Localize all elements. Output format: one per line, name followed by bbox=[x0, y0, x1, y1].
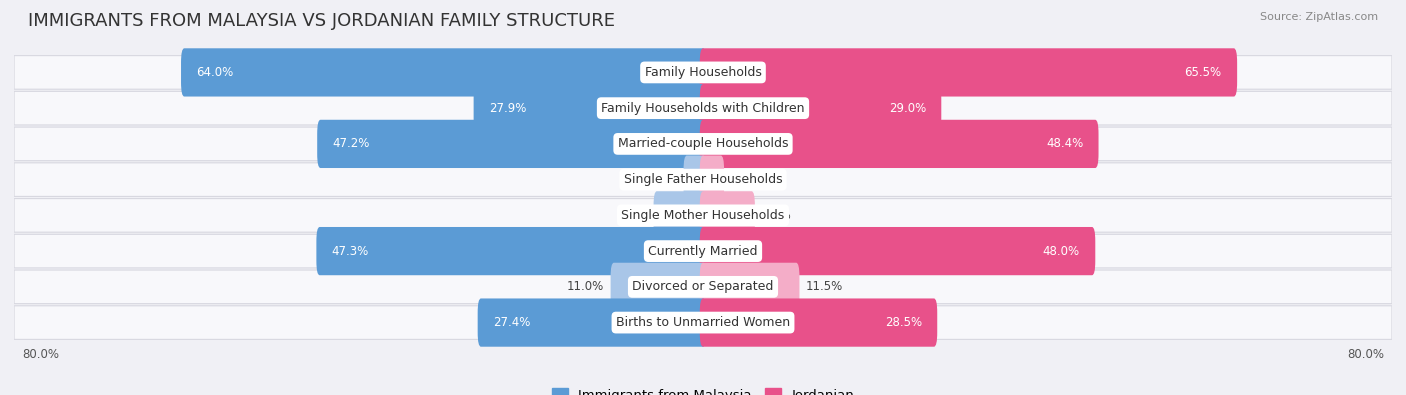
Text: 65.5%: 65.5% bbox=[1185, 66, 1222, 79]
Text: 48.0%: 48.0% bbox=[1043, 245, 1080, 258]
Text: Family Households with Children: Family Households with Children bbox=[602, 102, 804, 115]
FancyBboxPatch shape bbox=[14, 234, 1392, 268]
Text: Births to Unmarried Women: Births to Unmarried Women bbox=[616, 316, 790, 329]
Text: 2.0%: 2.0% bbox=[647, 173, 678, 186]
FancyBboxPatch shape bbox=[14, 306, 1392, 339]
Text: 27.4%: 27.4% bbox=[494, 316, 530, 329]
FancyBboxPatch shape bbox=[700, 191, 755, 239]
Text: 28.5%: 28.5% bbox=[884, 316, 922, 329]
Text: 27.9%: 27.9% bbox=[489, 102, 526, 115]
Text: Single Mother Households: Single Mother Households bbox=[621, 209, 785, 222]
FancyBboxPatch shape bbox=[14, 199, 1392, 232]
Text: Family Households: Family Households bbox=[644, 66, 762, 79]
FancyBboxPatch shape bbox=[610, 263, 706, 311]
FancyBboxPatch shape bbox=[14, 91, 1392, 125]
FancyBboxPatch shape bbox=[181, 48, 706, 96]
FancyBboxPatch shape bbox=[14, 270, 1392, 304]
Text: 47.2%: 47.2% bbox=[333, 137, 370, 150]
FancyBboxPatch shape bbox=[700, 263, 800, 311]
FancyBboxPatch shape bbox=[700, 84, 941, 132]
FancyBboxPatch shape bbox=[14, 127, 1392, 161]
FancyBboxPatch shape bbox=[478, 299, 706, 347]
Text: 11.5%: 11.5% bbox=[806, 280, 844, 293]
FancyBboxPatch shape bbox=[700, 156, 724, 204]
Text: IMMIGRANTS FROM MALAYSIA VS JORDANIAN FAMILY STRUCTURE: IMMIGRANTS FROM MALAYSIA VS JORDANIAN FA… bbox=[28, 12, 614, 30]
Text: 6.0%: 6.0% bbox=[762, 209, 792, 222]
Text: 2.2%: 2.2% bbox=[731, 173, 761, 186]
FancyBboxPatch shape bbox=[654, 191, 706, 239]
Legend: Immigrants from Malaysia, Jordanian: Immigrants from Malaysia, Jordanian bbox=[547, 383, 859, 395]
Text: 5.7%: 5.7% bbox=[617, 209, 647, 222]
Text: 48.4%: 48.4% bbox=[1046, 137, 1083, 150]
Text: Married-couple Households: Married-couple Households bbox=[617, 137, 789, 150]
Text: 80.0%: 80.0% bbox=[22, 348, 59, 361]
Text: 80.0%: 80.0% bbox=[1347, 348, 1384, 361]
Text: Single Father Households: Single Father Households bbox=[624, 173, 782, 186]
FancyBboxPatch shape bbox=[683, 156, 706, 204]
Text: Currently Married: Currently Married bbox=[648, 245, 758, 258]
FancyBboxPatch shape bbox=[474, 84, 706, 132]
FancyBboxPatch shape bbox=[14, 56, 1392, 89]
FancyBboxPatch shape bbox=[700, 120, 1098, 168]
Text: Source: ZipAtlas.com: Source: ZipAtlas.com bbox=[1260, 12, 1378, 22]
Text: Divorced or Separated: Divorced or Separated bbox=[633, 280, 773, 293]
FancyBboxPatch shape bbox=[700, 227, 1095, 275]
Text: 47.3%: 47.3% bbox=[332, 245, 368, 258]
FancyBboxPatch shape bbox=[700, 48, 1237, 96]
FancyBboxPatch shape bbox=[14, 163, 1392, 196]
FancyBboxPatch shape bbox=[318, 120, 706, 168]
FancyBboxPatch shape bbox=[700, 299, 938, 347]
FancyBboxPatch shape bbox=[316, 227, 706, 275]
Text: 64.0%: 64.0% bbox=[197, 66, 233, 79]
Text: 29.0%: 29.0% bbox=[889, 102, 927, 115]
Text: 11.0%: 11.0% bbox=[567, 280, 605, 293]
